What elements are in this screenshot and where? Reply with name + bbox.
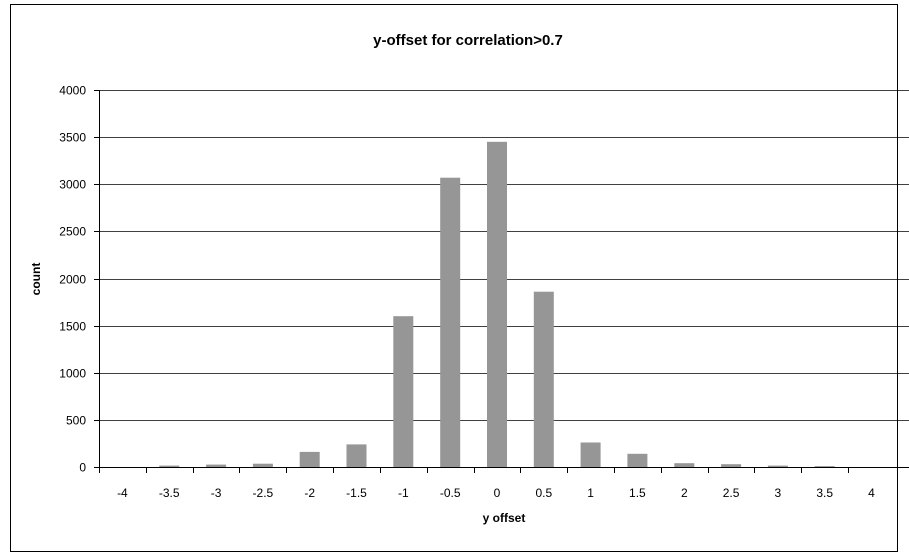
bar-0.5: [533, 291, 554, 467]
x-tick-label: -3: [211, 486, 222, 500]
x-tick-label: -4: [117, 486, 128, 500]
bar--1: [393, 316, 414, 467]
y-tick-label: 1000: [59, 367, 86, 381]
bar-1.5: [627, 453, 648, 467]
bar--1.5: [346, 444, 367, 467]
bar-2: [674, 463, 695, 467]
y-tick-label: 3000: [59, 178, 86, 192]
bar-1: [580, 442, 601, 467]
chart-title: y-offset for correlation>0.7: [373, 32, 563, 49]
bar-2.5: [721, 464, 742, 467]
bar-0: [487, 141, 507, 468]
y-tick-label: 0: [79, 461, 86, 475]
x-tick-label: 4: [868, 486, 875, 500]
x-tick-labels: -4 -3.5 -3 -2.5 -2 -1.5 -1 -0.5 0 0.5 1 1.5 2 2.5 3 3.5…: [99, 467, 875, 500]
y-tick-label: 1500: [59, 320, 86, 334]
bars: [159, 141, 835, 468]
x-tick-label: -2.5: [253, 486, 274, 500]
y-tick-label: 3500: [59, 131, 86, 145]
x-tick-label: 0: [494, 486, 501, 500]
x-tick-label: -1.5: [346, 486, 367, 500]
x-tick-label: 2.5: [723, 486, 740, 500]
bar--3.5: [159, 465, 180, 467]
x-axis-label: y offset: [483, 511, 526, 525]
y-axis-label: count: [29, 263, 43, 296]
bar-3.5: [814, 466, 835, 467]
y-tick-label: 2000: [59, 273, 86, 287]
x-tick-label: -2: [304, 486, 315, 500]
y-tick-label: 2500: [59, 225, 86, 239]
x-tick-label: -0.5: [440, 486, 461, 500]
x-tick-label: 3.5: [816, 486, 833, 500]
y-tick-labels: 0 500 1000 1500 2000 2500 3000 3500 4000: [59, 84, 99, 475]
x-tick-label: -1: [398, 486, 409, 500]
x-tick-label: -3.5: [159, 486, 180, 500]
bar--0.5: [440, 177, 461, 467]
y-tick-label: 500: [66, 414, 86, 428]
axes: [99, 90, 909, 468]
x-tick-label: 0.5: [535, 486, 552, 500]
bar-3: [767, 465, 788, 467]
x-tick-label: 2: [681, 486, 688, 500]
bar--3: [206, 464, 227, 467]
x-tick-label: 3: [775, 486, 782, 500]
bar--2.5: [252, 463, 273, 467]
x-tick-label: 1: [587, 486, 594, 500]
x-tick-label: 1.5: [629, 486, 646, 500]
y-tick-label: 4000: [59, 84, 86, 98]
bar--2: [299, 451, 320, 467]
